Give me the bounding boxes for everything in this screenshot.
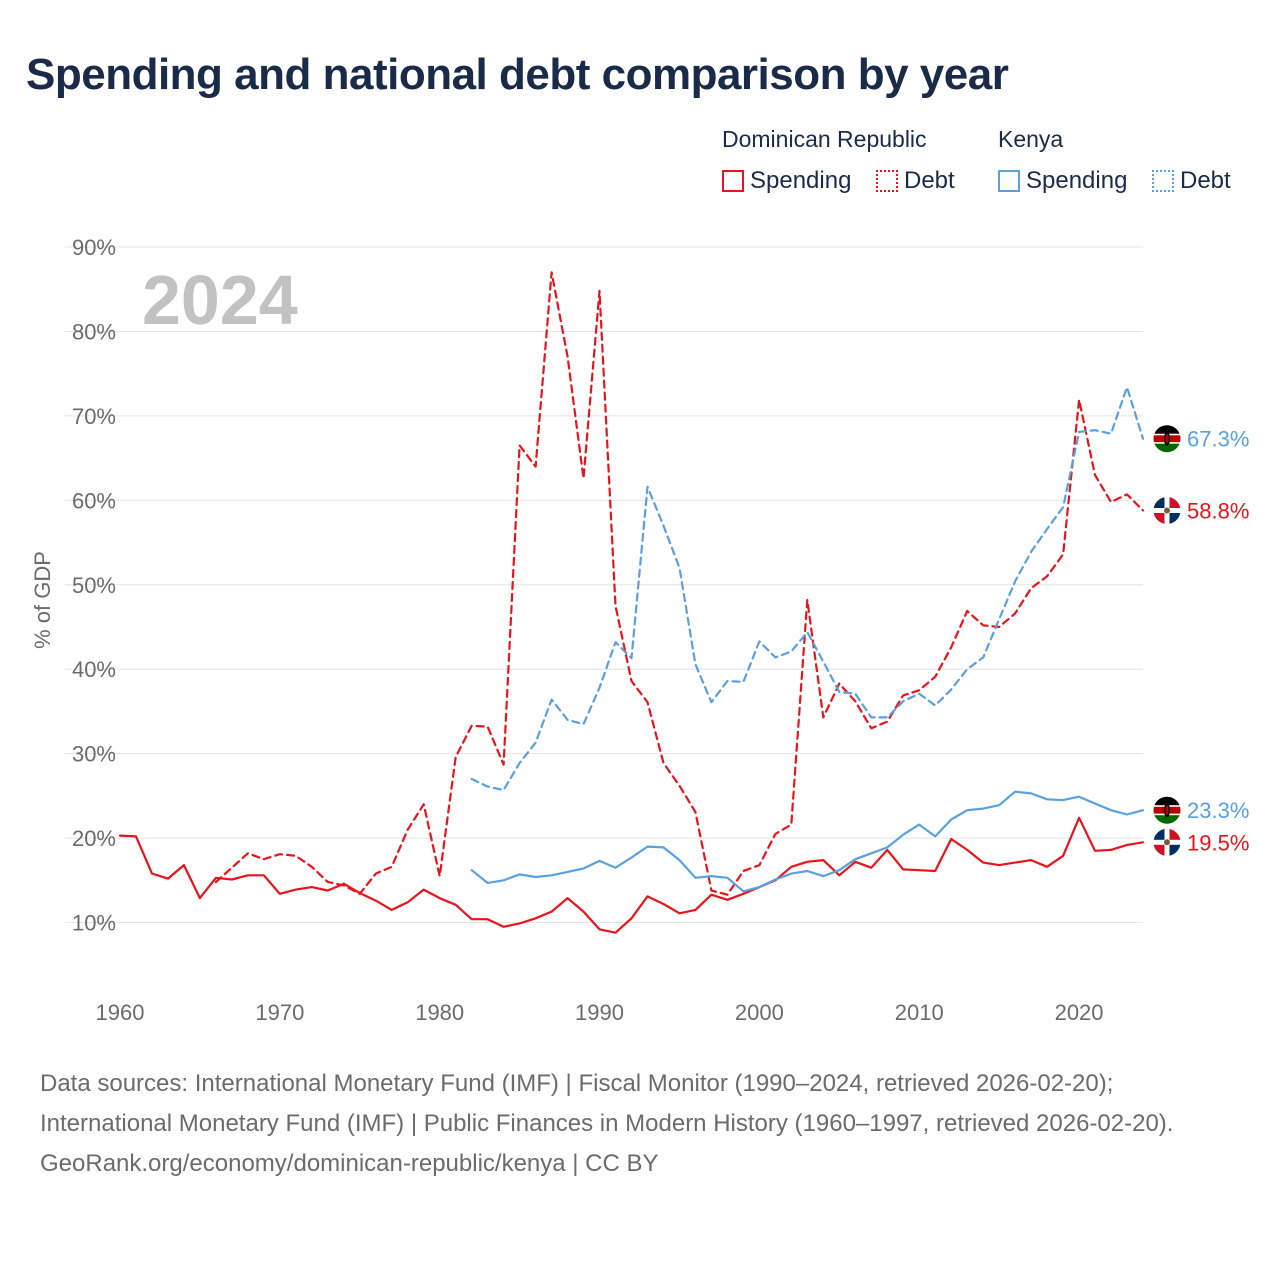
x-tick-label: 1970	[255, 1000, 304, 1025]
line-chart: 2024 % of GDP 10% 20% 30% 40% 50% 60% 70% 80% 90…	[30, 235, 1249, 1025]
legend-label-kenya-debt: Debt	[1180, 167, 1231, 194]
series-line-dominican-republic-spending[interactable]	[118, 816, 1145, 934]
legend-item-kenya-debt[interactable]: Debt	[1152, 166, 1231, 196]
y-tick-label: 90%	[72, 235, 116, 260]
x-tick-label: 2010	[895, 1000, 944, 1025]
credit-text: GeoRank.org/economy/dominican-republic/k…	[40, 1150, 659, 1177]
axis-ticks: 10% 20% 30% 40% 50% 60% 70% 80% 90% 1960 1970 1980 1…	[72, 235, 1104, 1025]
solid-line-swatch-icon	[722, 170, 744, 192]
dashed-line-swatch-icon	[876, 170, 898, 192]
grid	[65, 246, 1143, 924]
end-value-label: 23.3%	[1187, 798, 1249, 823]
end-value-label: 58.8%	[1187, 498, 1249, 523]
footer: Data sources: International Monetary Fun…	[40, 1064, 1240, 1184]
y-tick-label: 50%	[72, 573, 116, 598]
end-labels: 19.5% 58.8% 23.3% 67.3%	[1152, 424, 1249, 857]
legend-label-dr-debt: Debt	[904, 167, 955, 194]
solid-line-swatch-icon	[998, 170, 1020, 192]
legend-item-kenya-spending[interactable]: Spending	[998, 166, 1127, 196]
y-tick-label: 10%	[72, 911, 116, 936]
y-tick-label: 60%	[72, 488, 116, 513]
page-title: Spending and national debt comparison by…	[26, 50, 1009, 99]
x-tick-label: 1980	[415, 1000, 464, 1025]
legend-group-dominican-republic: Dominican Republic	[722, 126, 927, 152]
series-line-dominican-republic-debt[interactable]	[214, 271, 1145, 896]
legend-item-dr-debt[interactable]: Debt	[876, 166, 955, 196]
y-axis-label: % of GDP	[30, 551, 55, 649]
year-watermark: 2024	[142, 261, 298, 339]
y-tick-label: 40%	[72, 657, 116, 682]
end-value-label: 67.3%	[1187, 427, 1249, 452]
x-tick-label: 1960	[96, 1000, 145, 1025]
x-tick-label: 2020	[1055, 1000, 1104, 1025]
end-value-label: 19.5%	[1187, 830, 1249, 855]
y-tick-label: 30%	[72, 742, 116, 767]
kenya-flag-icon	[1152, 424, 1182, 454]
y-tick-label: 20%	[72, 826, 116, 851]
kenya-flag-icon	[1152, 795, 1182, 825]
data-sources-text: Data sources: International Monetary Fun…	[40, 1070, 1174, 1137]
series	[118, 271, 1145, 934]
legend-label-kenya-spending: Spending	[1026, 167, 1128, 194]
x-tick-label: 1990	[575, 1000, 624, 1025]
dashed-line-swatch-icon	[1152, 170, 1174, 192]
dominican-republic-flag-icon	[1152, 827, 1182, 857]
y-tick-label: 70%	[72, 404, 116, 429]
x-tick-label: 2000	[735, 1000, 784, 1025]
legend-label-dr-spending: Spending	[750, 167, 852, 194]
y-tick-label: 80%	[72, 319, 116, 344]
legend-group-kenya: Kenya	[998, 126, 1064, 152]
dominican-republic-flag-icon	[1152, 496, 1182, 525]
legend-item-dr-spending[interactable]: Spending	[722, 166, 851, 196]
series-line-kenya-spending[interactable]	[470, 790, 1145, 893]
series-line-kenya-debt[interactable]	[470, 386, 1145, 792]
